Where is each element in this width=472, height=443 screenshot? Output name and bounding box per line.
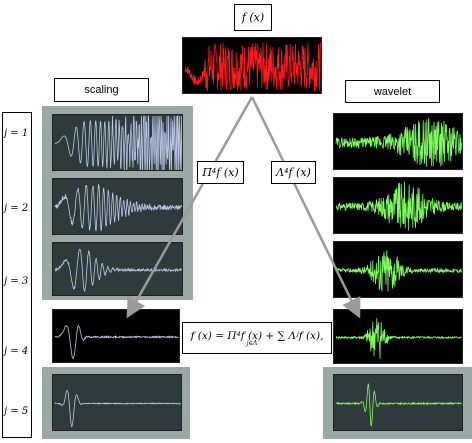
- scaling-label-box: scaling: [54, 78, 149, 102]
- pi-operator-box: Π⁴f (x): [197, 161, 244, 184]
- wavelet-plot-2: [333, 177, 463, 234]
- level-label-5: j = 5: [4, 406, 29, 417]
- wavelet-plot-1: [333, 113, 463, 170]
- pi-operator-label: Π⁴f (x): [202, 166, 239, 179]
- fx-label-box: f (x): [234, 4, 272, 31]
- wavelet-trace-1: [335, 117, 462, 167]
- reconstruction-formula: f (x) = Π⁴f (x) + ∑ Λʲf (x),: [190, 329, 324, 342]
- scaling-plot-5: [52, 374, 182, 431]
- scaling-trace-4: [54, 324, 179, 360]
- lambda-operator-label: Λ⁴f (x): [276, 166, 311, 179]
- level-label-2: j = 2: [4, 203, 29, 214]
- wavelet-trace-5: [335, 383, 462, 427]
- formula-box: f (x) = Π⁴f (x) + ∑ Λʲf (x), j∈Λ: [182, 322, 332, 354]
- wavelet-trace-3: [335, 250, 462, 292]
- scaling-plot-2: [52, 178, 183, 235]
- scaling-trace-3: [54, 248, 182, 292]
- scaling-plot-1: [52, 114, 183, 171]
- wavelet-plot-4: [333, 309, 463, 364]
- scaling-trace-1: [55, 115, 182, 170]
- wavelet-trace-4: [335, 318, 462, 359]
- wavelet-trace-2: [335, 181, 462, 231]
- wavelet-plot-5: [333, 374, 463, 431]
- lambda-operator-box: Λ⁴f (x): [271, 161, 316, 184]
- original-signal-plot: [182, 37, 322, 94]
- formula-subscript: j∈Λ: [246, 339, 258, 347]
- scaling-plot-3: [52, 242, 183, 296]
- level-label-4: j = 4: [4, 346, 29, 357]
- original-signal-trace: [184, 42, 321, 92]
- scaling-plot-4: [52, 309, 180, 363]
- level-label-1: j = 1: [4, 128, 29, 139]
- level-label-3: j = 3: [4, 276, 29, 287]
- fx-label: f (x): [241, 11, 265, 24]
- scaling-trace-2: [54, 184, 182, 232]
- scaling-label: scaling: [84, 84, 119, 96]
- wavelet-plot-3: [333, 241, 463, 298]
- levels-box: [2, 112, 32, 438]
- wavelet-label: wavelet: [373, 85, 412, 98]
- scaling-trace-5: [54, 390, 181, 428]
- wavelet-label-box: wavelet: [345, 80, 440, 103]
